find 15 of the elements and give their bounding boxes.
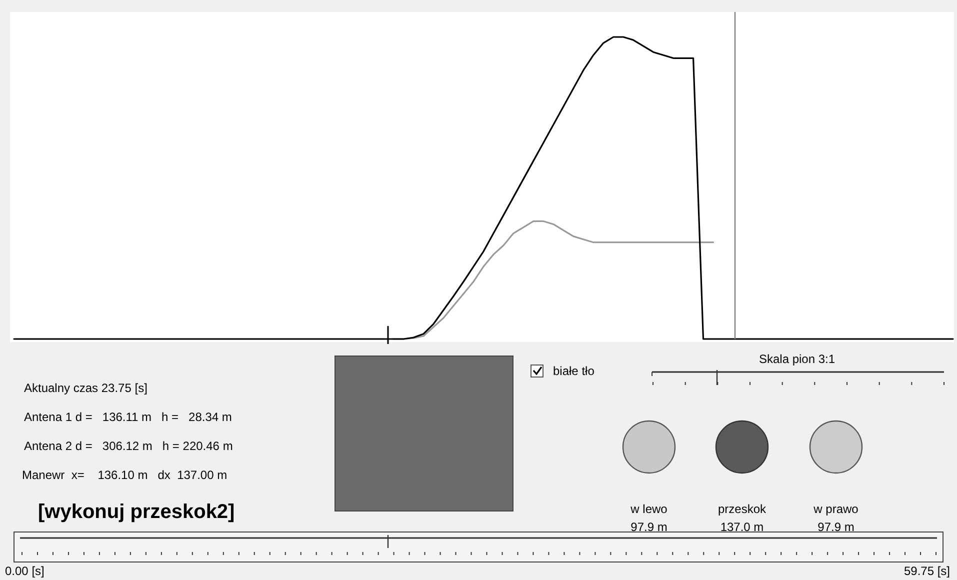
text: Antena 2 d = 306.12 m h = 220.46 m bbox=[24, 439, 233, 453]
text: Aktualny czas 23.75 [s] bbox=[24, 381, 148, 395]
text: Antena 1 d = 136.11 m h = 28.34 m bbox=[24, 410, 232, 424]
text: 97.9 m bbox=[630, 520, 668, 534]
text: 97.9 m bbox=[818, 520, 854, 534]
text: w lewo bbox=[630, 502, 668, 516]
text: białe tło bbox=[553, 364, 595, 378]
text: [wykonuj przeskok2] bbox=[38, 501, 235, 523]
text: w prawo bbox=[812, 502, 859, 516]
text: przeskok bbox=[718, 502, 767, 516]
text: Skala pion 3:1 bbox=[758, 352, 836, 366]
text: Manewr x= 136.10 m dx 137.00 m bbox=[22, 468, 228, 482]
text: 0.00 [s] bbox=[5, 564, 44, 578]
text: 137.0 m bbox=[720, 520, 764, 534]
text: 59.75 [s] bbox=[904, 564, 950, 578]
